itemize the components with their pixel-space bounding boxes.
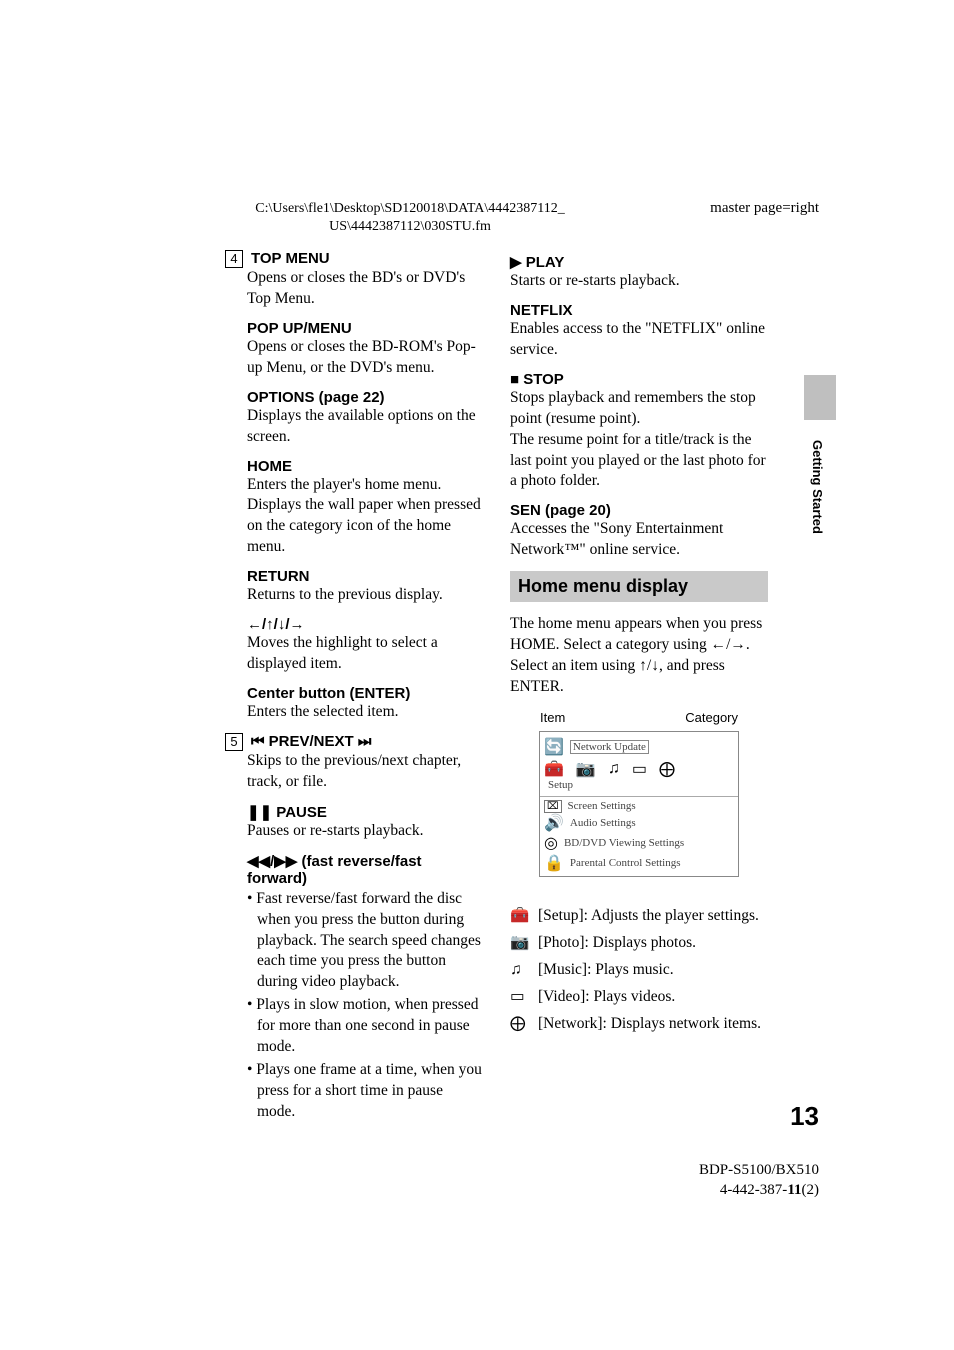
label-item: Item [540,710,565,725]
film-icon: ▭ [632,759,647,779]
hdr-ff: ◀◀/▶▶ (fast reverse/fast forward) [247,852,485,887]
box-number-5: 5 [225,733,243,751]
camera-icon: 📷 [576,759,596,779]
footer: BDP-S5100/BX510 4-442-387-11(2) [699,1160,819,1201]
hdr-top-menu: TOP MENU [251,250,330,267]
camera-icon: 📷 [510,931,538,955]
page-number: 13 [790,1101,819,1132]
toolbox-icon: 🧰 [544,759,564,779]
body-play: Starts or re-starts playback. [510,271,768,292]
body-options: Displays the available options on the sc… [247,406,485,448]
legend-music: [Music]: Plays music. [538,958,674,982]
lock-icon: 🔒 [544,853,564,873]
toolbox-icon: 🧰 [510,904,538,928]
body-prev: Skips to the previous/next chapter, trac… [247,751,485,793]
hdr-prev: ⏮ PREV/NEXT ⏭ [251,733,371,750]
hdr-center: Center button (ENTER) [247,685,485,702]
home-menu-figure: 🔄 Network Update 🧰 📷 ♫ ▭ ⨁ Setup ⌧Screen… [539,731,739,877]
body-top-menu: Opens or closes the BD's or DVD's Top Me… [247,268,485,310]
section-label: Getting Started [810,440,825,534]
hdr-stop: ■ STOP [510,371,768,388]
tv-icon: ⌧ [544,800,562,813]
ff-b2: • Plays in slow motion, when pressed for… [257,995,485,1058]
hdr-play: ▶ PLAY [510,253,768,271]
music-note-icon: ♫ [510,958,538,982]
music-note-icon: ♫ [608,760,620,778]
side-tab [804,375,836,420]
box-number-4: 4 [225,250,243,268]
legend-video: [Video]: Plays videos. [538,985,675,1009]
globe-icon: ⨁ [510,1012,538,1036]
body-popup: Opens or closes the BD-ROM's Pop-up Menu… [247,337,485,379]
speaker-icon: 🔊 [544,813,564,833]
hdr-sen: SEN (page 20) [510,502,768,519]
home-menu-intro: The home menu appears when you press HOM… [510,614,768,698]
hdr-arrows: ←/↑/↓/→ [247,616,485,633]
body-netflix: Enables access to the "NETFLIX" online s… [510,319,768,361]
hdr-options: OPTIONS (page 22) [247,389,485,406]
hdr-popup: POP UP/MENU [247,320,485,337]
ff-b3: • Plays one frame at a time, when you pr… [257,1060,485,1123]
body-center: Enters the selected item. [247,702,485,723]
legend-setup: [Setup]: Adjusts the player settings. [538,904,759,928]
body-pause: Pauses or re-starts playback. [247,821,485,842]
refresh-icon: 🔄 [544,737,564,757]
hdr-home: HOME [247,458,485,475]
body-stop: Stops playback and remembers the stop po… [510,388,768,493]
hdr-netflix: NETFLIX [510,302,768,319]
body-sen: Accesses the "Sony Entertainment Network… [510,519,768,561]
body-return: Returns to the previous display. [247,585,485,606]
file-path: C:\Users\fle1\Desktop\SD120018\DATA\4442… [220,200,600,236]
legend-network: [Network]: Displays network items. [538,1012,761,1036]
label-category: Category [685,710,738,725]
legend-photo: [Photo]: Displays photos. [538,931,696,955]
globe-icon: ⨁ [659,759,675,779]
ff-b1: • Fast reverse/fast forward the disc whe… [257,889,485,994]
film-icon: ▭ [510,985,538,1009]
master-page-label: master page=right [710,200,819,217]
body-home: Enters the player's home menu. Displays … [247,475,485,559]
disc-icon: ◎ [544,833,558,853]
banner-home-menu: Home menu display [510,571,768,602]
hdr-pause: ❚❚ PAUSE [247,803,485,821]
hdr-return: RETURN [247,568,485,585]
body-arrows: Moves the highlight to select a displaye… [247,633,485,675]
